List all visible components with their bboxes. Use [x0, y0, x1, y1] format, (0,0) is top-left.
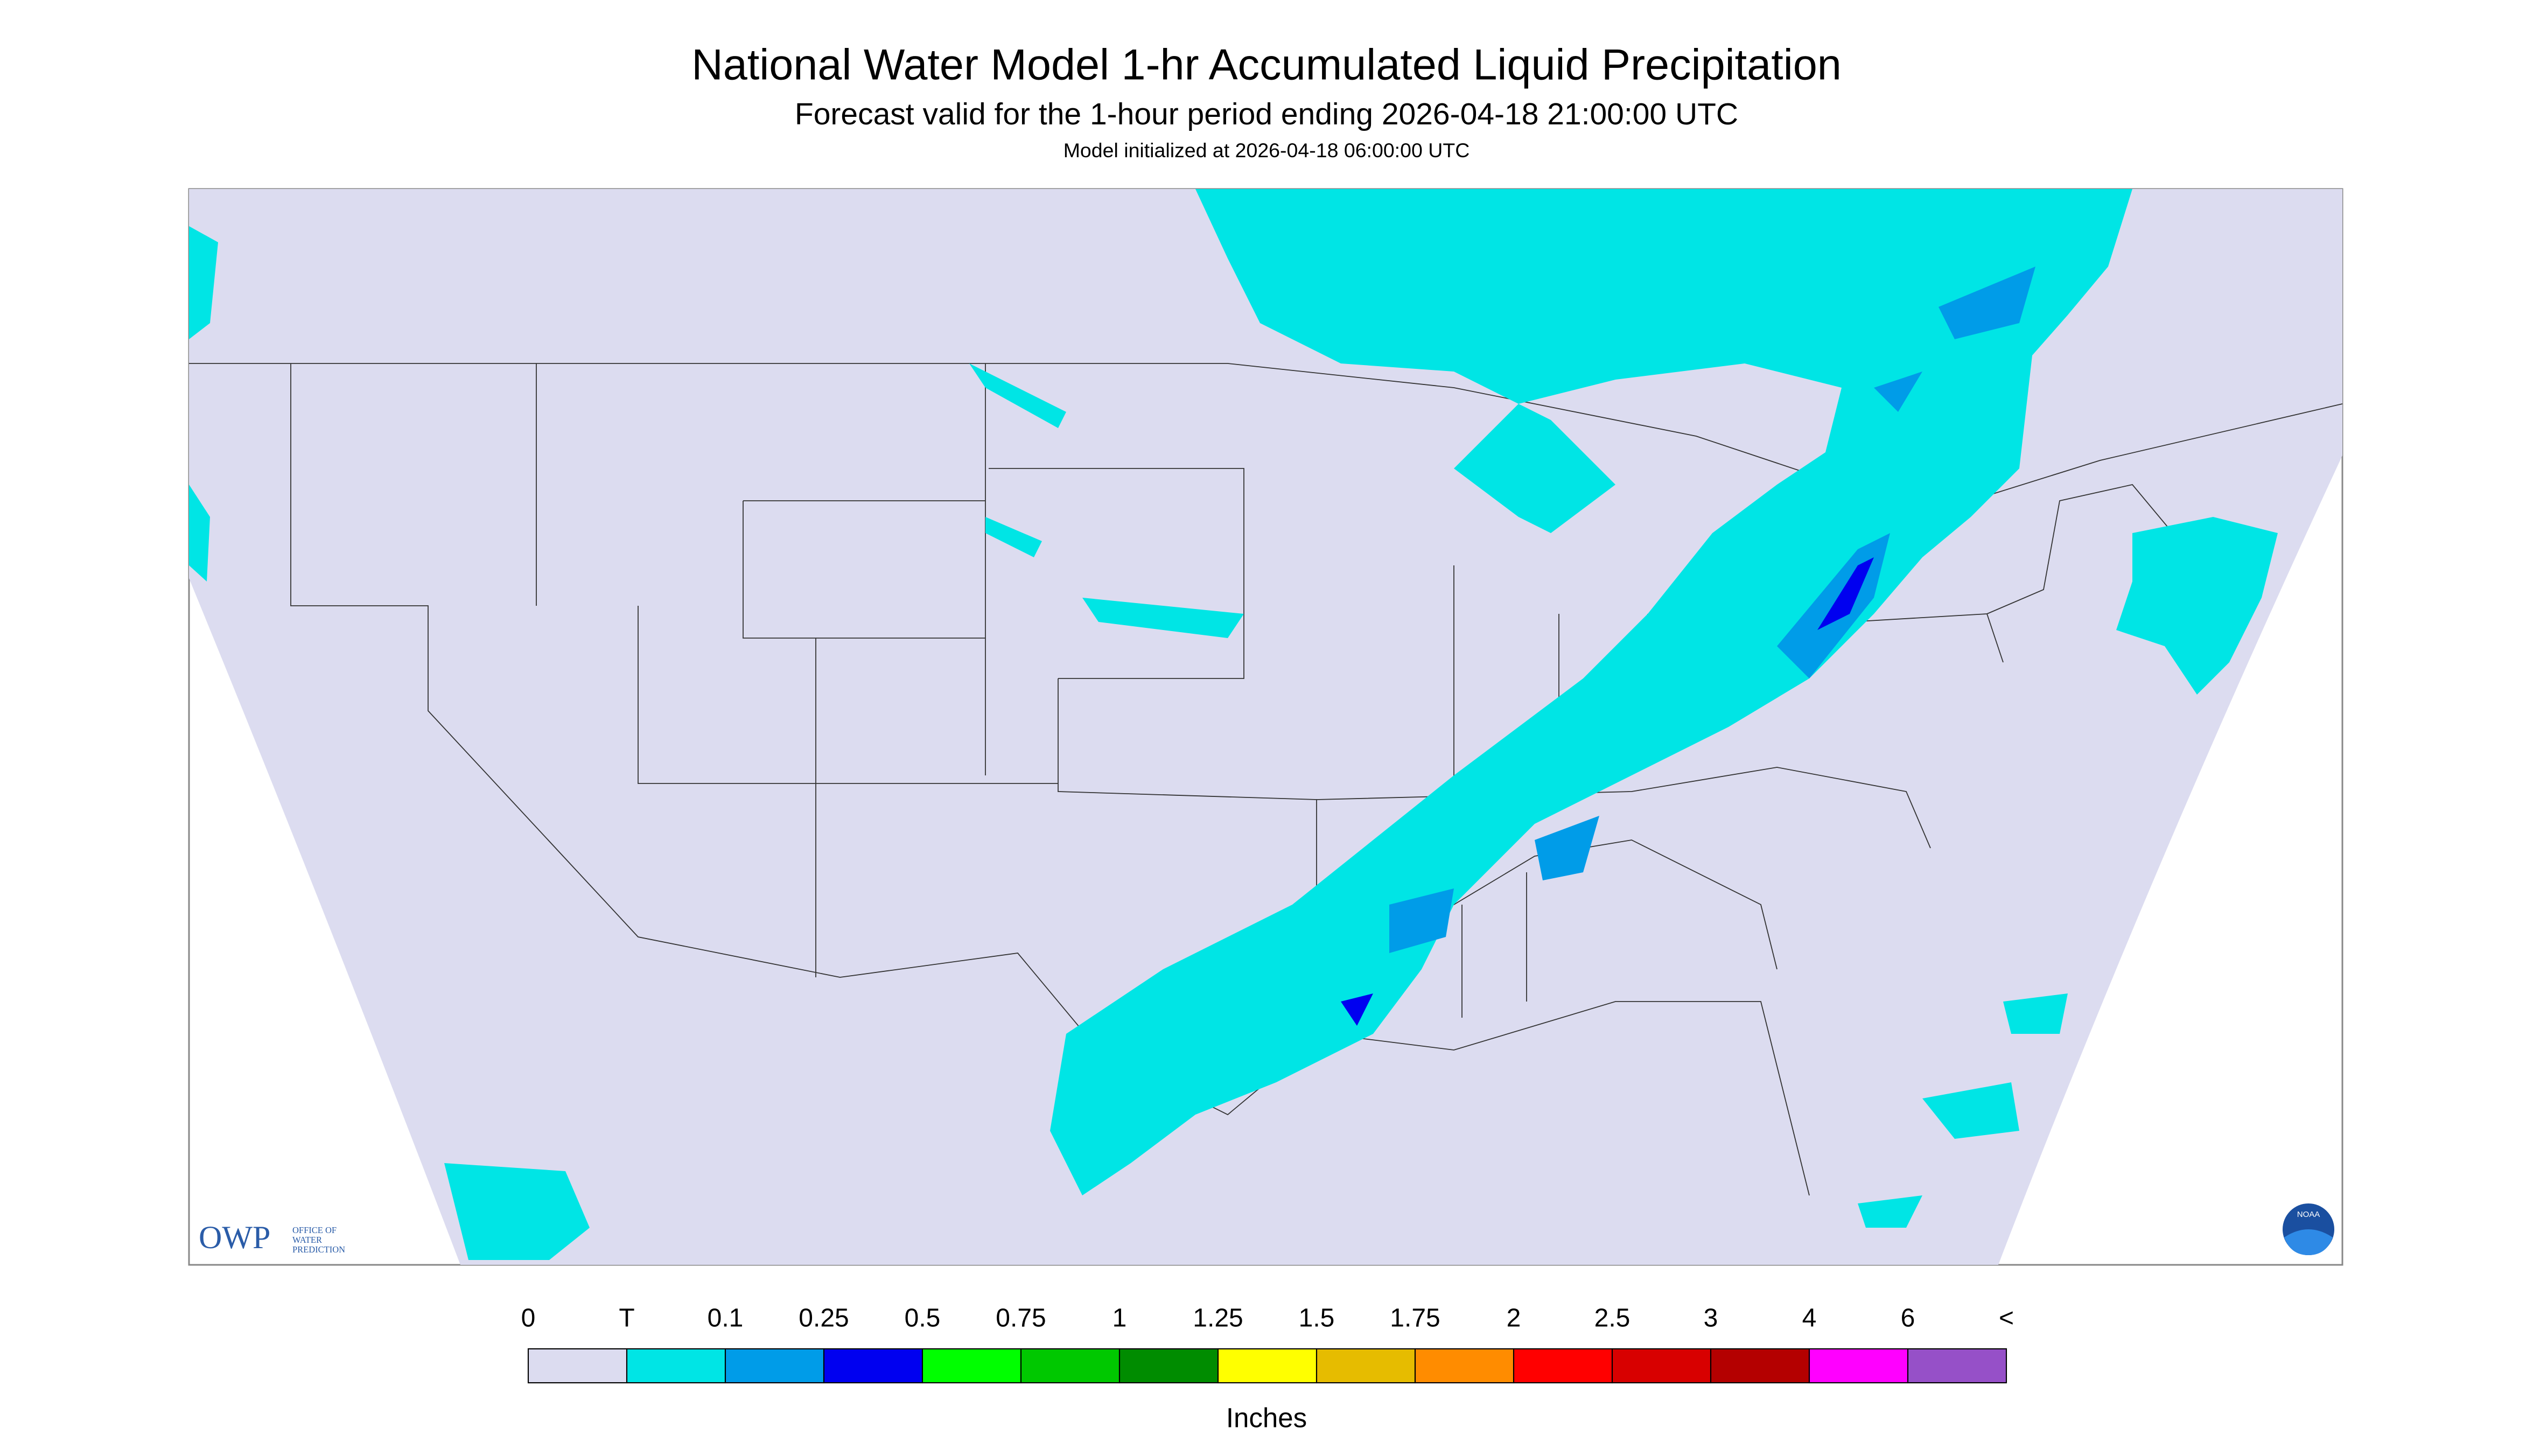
- owp-line: OFFICE OF: [292, 1225, 337, 1235]
- colorbar-swatch: [921, 1348, 1022, 1384]
- colorbar-label: 1: [1112, 1304, 1127, 1333]
- colorbar-label: 1.75: [1390, 1304, 1440, 1333]
- colorbar-label: T: [619, 1304, 634, 1333]
- colorbar-unit: Inches: [1226, 1402, 1307, 1433]
- colorbar-swatch: [1217, 1348, 1318, 1384]
- owp-text: OWP: [199, 1220, 270, 1255]
- noaa-text: NOAA: [2297, 1210, 2320, 1219]
- colorbar-swatch: [527, 1348, 628, 1384]
- colorbar-label: 0.5: [905, 1304, 941, 1333]
- owp-line: WATER: [292, 1235, 322, 1245]
- colorbar-swatch: [823, 1348, 923, 1384]
- colorbar-label: 6: [1901, 1304, 1915, 1333]
- colorbar: 0 T 0.1 0.25 0.5 0.75 1 1.25 1.5 1.75 2 2.5 3 4 6 <: [521, 1304, 2014, 1384]
- title: National Water Model 1-hr Accumulated Li…: [691, 40, 1842, 89]
- colorbar-swatch: [1611, 1348, 1712, 1384]
- colorbar-label: 2.5: [1594, 1304, 1631, 1333]
- owp-logo: OWP OFFICE OF WATER PREDICTION: [199, 1220, 345, 1255]
- colorbar-label: 0.25: [799, 1304, 849, 1333]
- noaa-wave: [2284, 1229, 2333, 1256]
- owp-line: PREDICTION: [292, 1244, 345, 1255]
- subtitle: Forecast valid for the 1-hour period end…: [795, 97, 1738, 131]
- colorbar-swatch: [1513, 1348, 1613, 1384]
- colorbar-swatch: [1907, 1348, 2007, 1384]
- colorbar-swatch: [1808, 1348, 1909, 1384]
- colorbar-swatch: [1316, 1348, 1416, 1384]
- colorbar-swatch: [1020, 1348, 1121, 1384]
- colorbar-label: 3: [1704, 1304, 1718, 1333]
- colorbar-label: 2: [1507, 1304, 1521, 1333]
- noaa-logo: NOAA: [2283, 1203, 2334, 1256]
- colorbar-label: 1.5: [1299, 1304, 1335, 1333]
- init-note: Model initialized at 2026-04-18 06:00:00…: [1063, 139, 1470, 162]
- colorbar-swatch: [1710, 1348, 1810, 1384]
- colorbar-label: 4: [1802, 1304, 1817, 1333]
- colorbar-swatch: [724, 1348, 825, 1384]
- colorbar-swatch: [626, 1348, 726, 1384]
- colorbar-label: 0.75: [996, 1304, 1046, 1333]
- colorbar-label: 1.25: [1193, 1304, 1243, 1333]
- map: OWP OFFICE OF WATER PREDICTION NOAA: [188, 188, 2343, 1266]
- colorbar-swatch: [1118, 1348, 1219, 1384]
- colorbar-label: 0: [521, 1304, 536, 1333]
- map-domain: [189, 189, 2342, 1265]
- colorbar-label: <: [1999, 1304, 2014, 1333]
- colorbar-swatch: [1414, 1348, 1515, 1384]
- colorbar-label: 0.1: [708, 1304, 744, 1333]
